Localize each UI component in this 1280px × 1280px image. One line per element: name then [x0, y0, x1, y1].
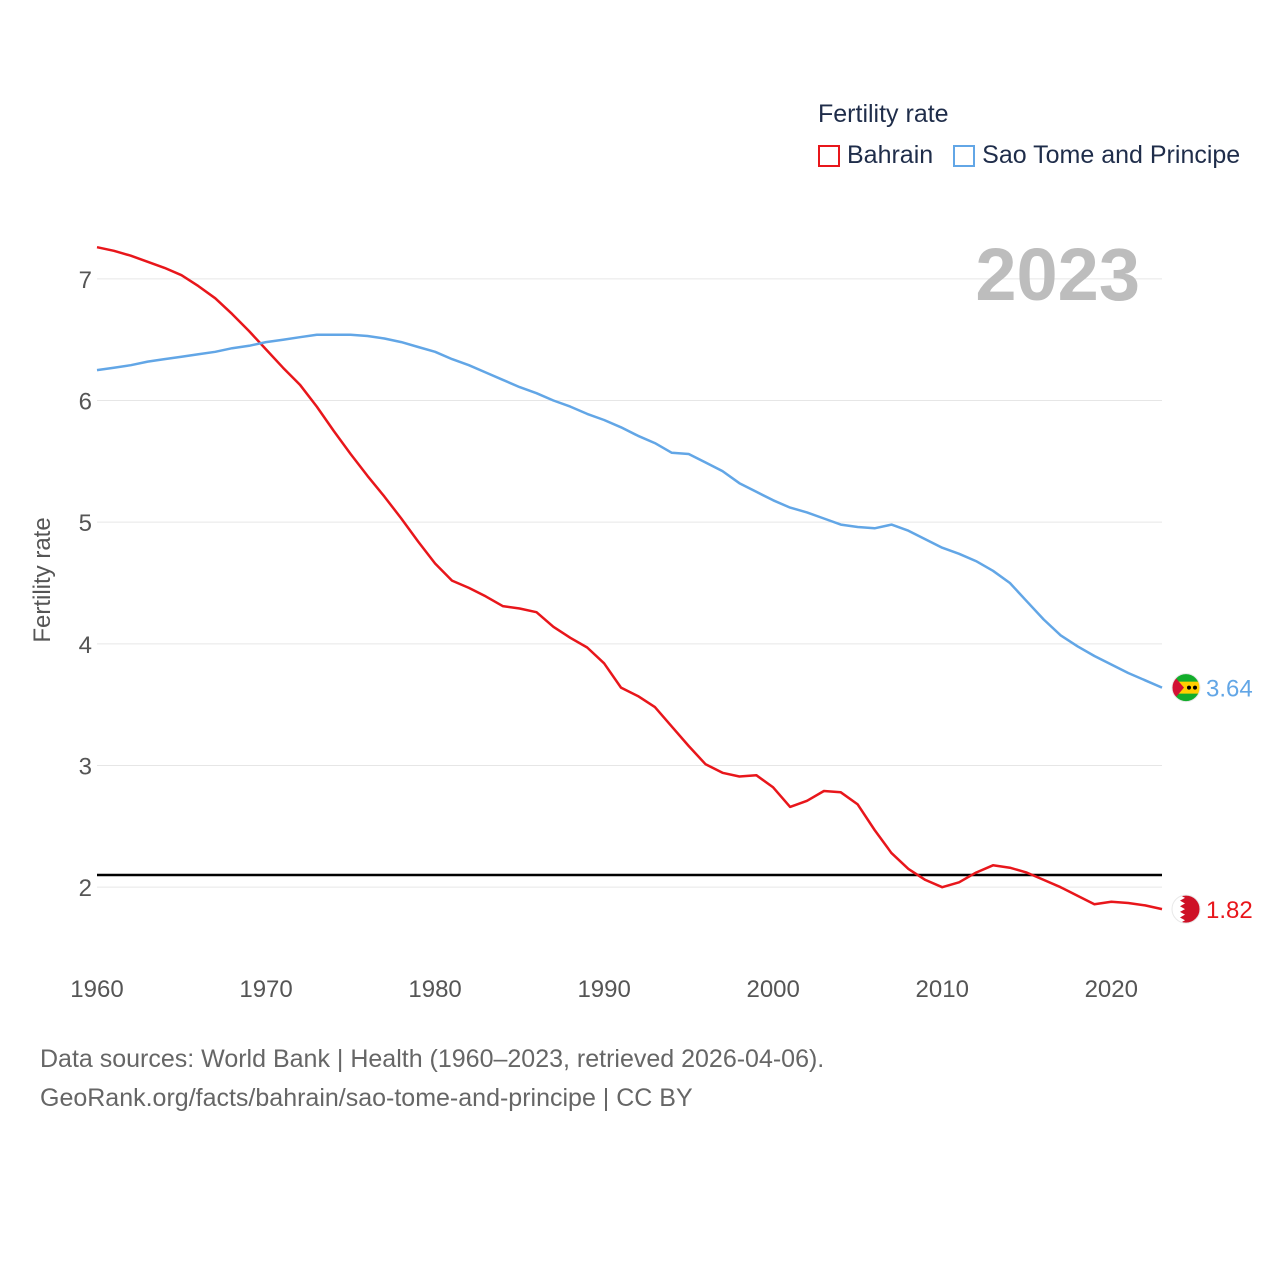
y-tick-label: 6 — [79, 389, 92, 416]
x-tick-label: 1970 — [239, 976, 292, 1003]
x-tick-label: 1980 — [408, 976, 461, 1003]
legend-label-sao-tome: Sao Tome and Principe — [982, 141, 1241, 169]
series-lines — [96, 245, 1163, 911]
legend-item-sao-tome[interactable]: Sao Tome and Principe — [953, 141, 1240, 170]
legend-item-bahrain[interactable]: Bahrain — [818, 141, 933, 170]
series-line-sao-tome-and-principe[interactable] — [96, 333, 1163, 689]
gridlines — [97, 278, 1162, 888]
flag-marker-bahrain — [1171, 894, 1201, 924]
y-tick-label: 5 — [79, 510, 92, 537]
x-tick-label: 1990 — [577, 976, 630, 1003]
y-tick-label: 2 — [79, 875, 92, 902]
x-axis-ticks: 1960 1970 1980 1990 2000 2010 2020 — [70, 976, 1138, 1003]
x-tick-label: 2000 — [746, 976, 799, 1003]
y-tick-label: 3 — [79, 754, 92, 781]
legend-label-bahrain: Bahrain — [847, 141, 934, 169]
end-markers: 1.82 3.64 — [1171, 673, 1253, 924]
flag-marker-sao-tome-and-principe — [1171, 673, 1201, 703]
y-axis-label: Fertility rate — [29, 517, 56, 642]
end-value-label-bahrain: 1.82 — [1206, 897, 1253, 924]
x-tick-label: 1960 — [70, 976, 123, 1003]
y-axis-ticks: 2 3 4 5 6 7 — [79, 267, 92, 902]
y-tick-label: 4 — [79, 632, 92, 659]
x-tick-label: 2010 — [916, 976, 969, 1003]
x-tick-label: 2020 — [1085, 976, 1138, 1003]
legend-swatch-sao-tome — [953, 144, 976, 167]
footer-attribution[interactable]: GeoRank.org/facts/bahrain/sao-tome-and-p… — [40, 1084, 693, 1112]
legend-title: Fertility rate — [818, 100, 949, 128]
footer-sources: Data sources: World Bank | Health (1960–… — [40, 1045, 825, 1073]
legend: Bahrain Sao Tome and Principe — [818, 141, 1260, 170]
series-line-bahrain[interactable] — [96, 245, 1163, 911]
year-watermark: 2023 — [975, 233, 1140, 316]
legend-swatch-bahrain — [818, 144, 840, 167]
end-value-label-sao-tome-and-principe: 3.64 — [1206, 676, 1253, 703]
y-tick-label: 7 — [79, 267, 92, 294]
